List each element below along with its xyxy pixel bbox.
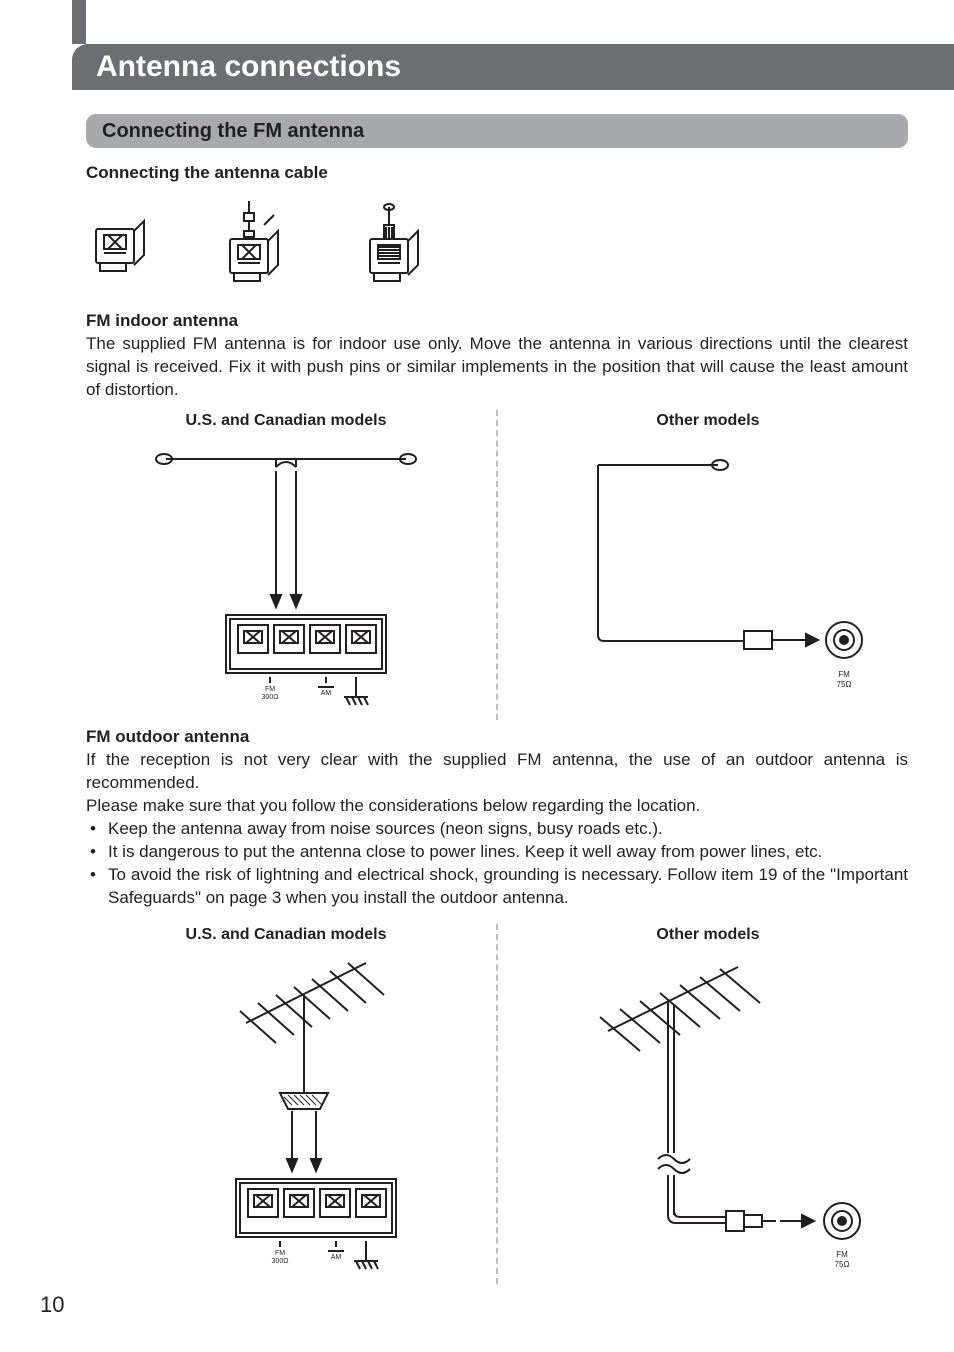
indoor-body: The supplied FM antenna is for indoor us… [86, 333, 908, 402]
indoor-divider [496, 410, 498, 720]
cable-heading: Connecting the antenna cable [86, 162, 908, 185]
svg-text:300Ω: 300Ω [262, 694, 279, 701]
outdoor-block: FM outdoor antenna If the reception is n… [86, 726, 908, 1284]
indoor-right-col: Other models [508, 410, 908, 720]
header-tab [72, 0, 86, 44]
indoor-left-caption: U.S. and Canadian models [86, 410, 486, 432]
outdoor-bullets: Keep the antenna away from noise sources… [86, 818, 908, 910]
section-heading-bar: Connecting the FM antenna [86, 114, 908, 148]
outdoor-body: If the reception is not very clear with … [86, 749, 908, 795]
page-number: 10 [40, 1292, 64, 1318]
outdoor-right-col: Other models [508, 924, 908, 1284]
terminal-step-3-icon [356, 195, 436, 295]
indoor-block: FM indoor antenna The supplied FM antenn… [86, 310, 908, 720]
svg-text:75Ω: 75Ω [837, 680, 852, 689]
outdoor-left-caption: U.S. and Canadian models [86, 924, 486, 946]
section-heading: Connecting the FM antenna [102, 120, 364, 143]
outdoor-other-diagram: FM 75Ω [528, 953, 888, 1283]
outdoor-left-col: U.S. and Canadian models [86, 924, 486, 1284]
page-title: Antenna connections [96, 50, 401, 84]
outdoor-note: Please make sure that you follow the con… [86, 795, 908, 818]
svg-text:FM: FM [836, 1250, 848, 1259]
outdoor-divider [496, 924, 498, 1284]
outdoor-right-caption: Other models [508, 924, 908, 946]
outdoor-us-diagram: FM 300Ω AM [136, 953, 436, 1283]
svg-text:300Ω: 300Ω [272, 1258, 289, 1265]
list-item: Keep the antenna away from noise sources… [86, 818, 908, 841]
indoor-us-diagram: FM 300Ω AM [126, 439, 446, 719]
indoor-other-diagram: FM 75Ω [538, 439, 878, 719]
list-item: It is dangerous to put the antenna close… [86, 841, 908, 864]
svg-text:AM: AM [331, 1254, 342, 1261]
terminal-step-2-icon [216, 195, 296, 295]
svg-text:FM: FM [838, 670, 850, 679]
outdoor-heading: FM outdoor antenna [86, 726, 908, 749]
indoor-left-col: U.S. and Canadian models [86, 410, 486, 720]
svg-text:75Ω: 75Ω [835, 1260, 850, 1269]
indoor-heading: FM indoor antenna [86, 310, 908, 333]
indoor-right-caption: Other models [508, 410, 908, 432]
page-title-bar: Antenna connections [72, 44, 954, 90]
terminal-step-1-icon [86, 195, 156, 285]
svg-text:AM: AM [321, 690, 332, 697]
terminal-steps-row [86, 195, 908, 295]
svg-text:FM: FM [265, 686, 275, 693]
list-item: To avoid the risk of lightning and elect… [86, 864, 908, 910]
cable-block: Connecting the antenna cable [86, 162, 908, 295]
svg-text:FM: FM [275, 1250, 285, 1257]
